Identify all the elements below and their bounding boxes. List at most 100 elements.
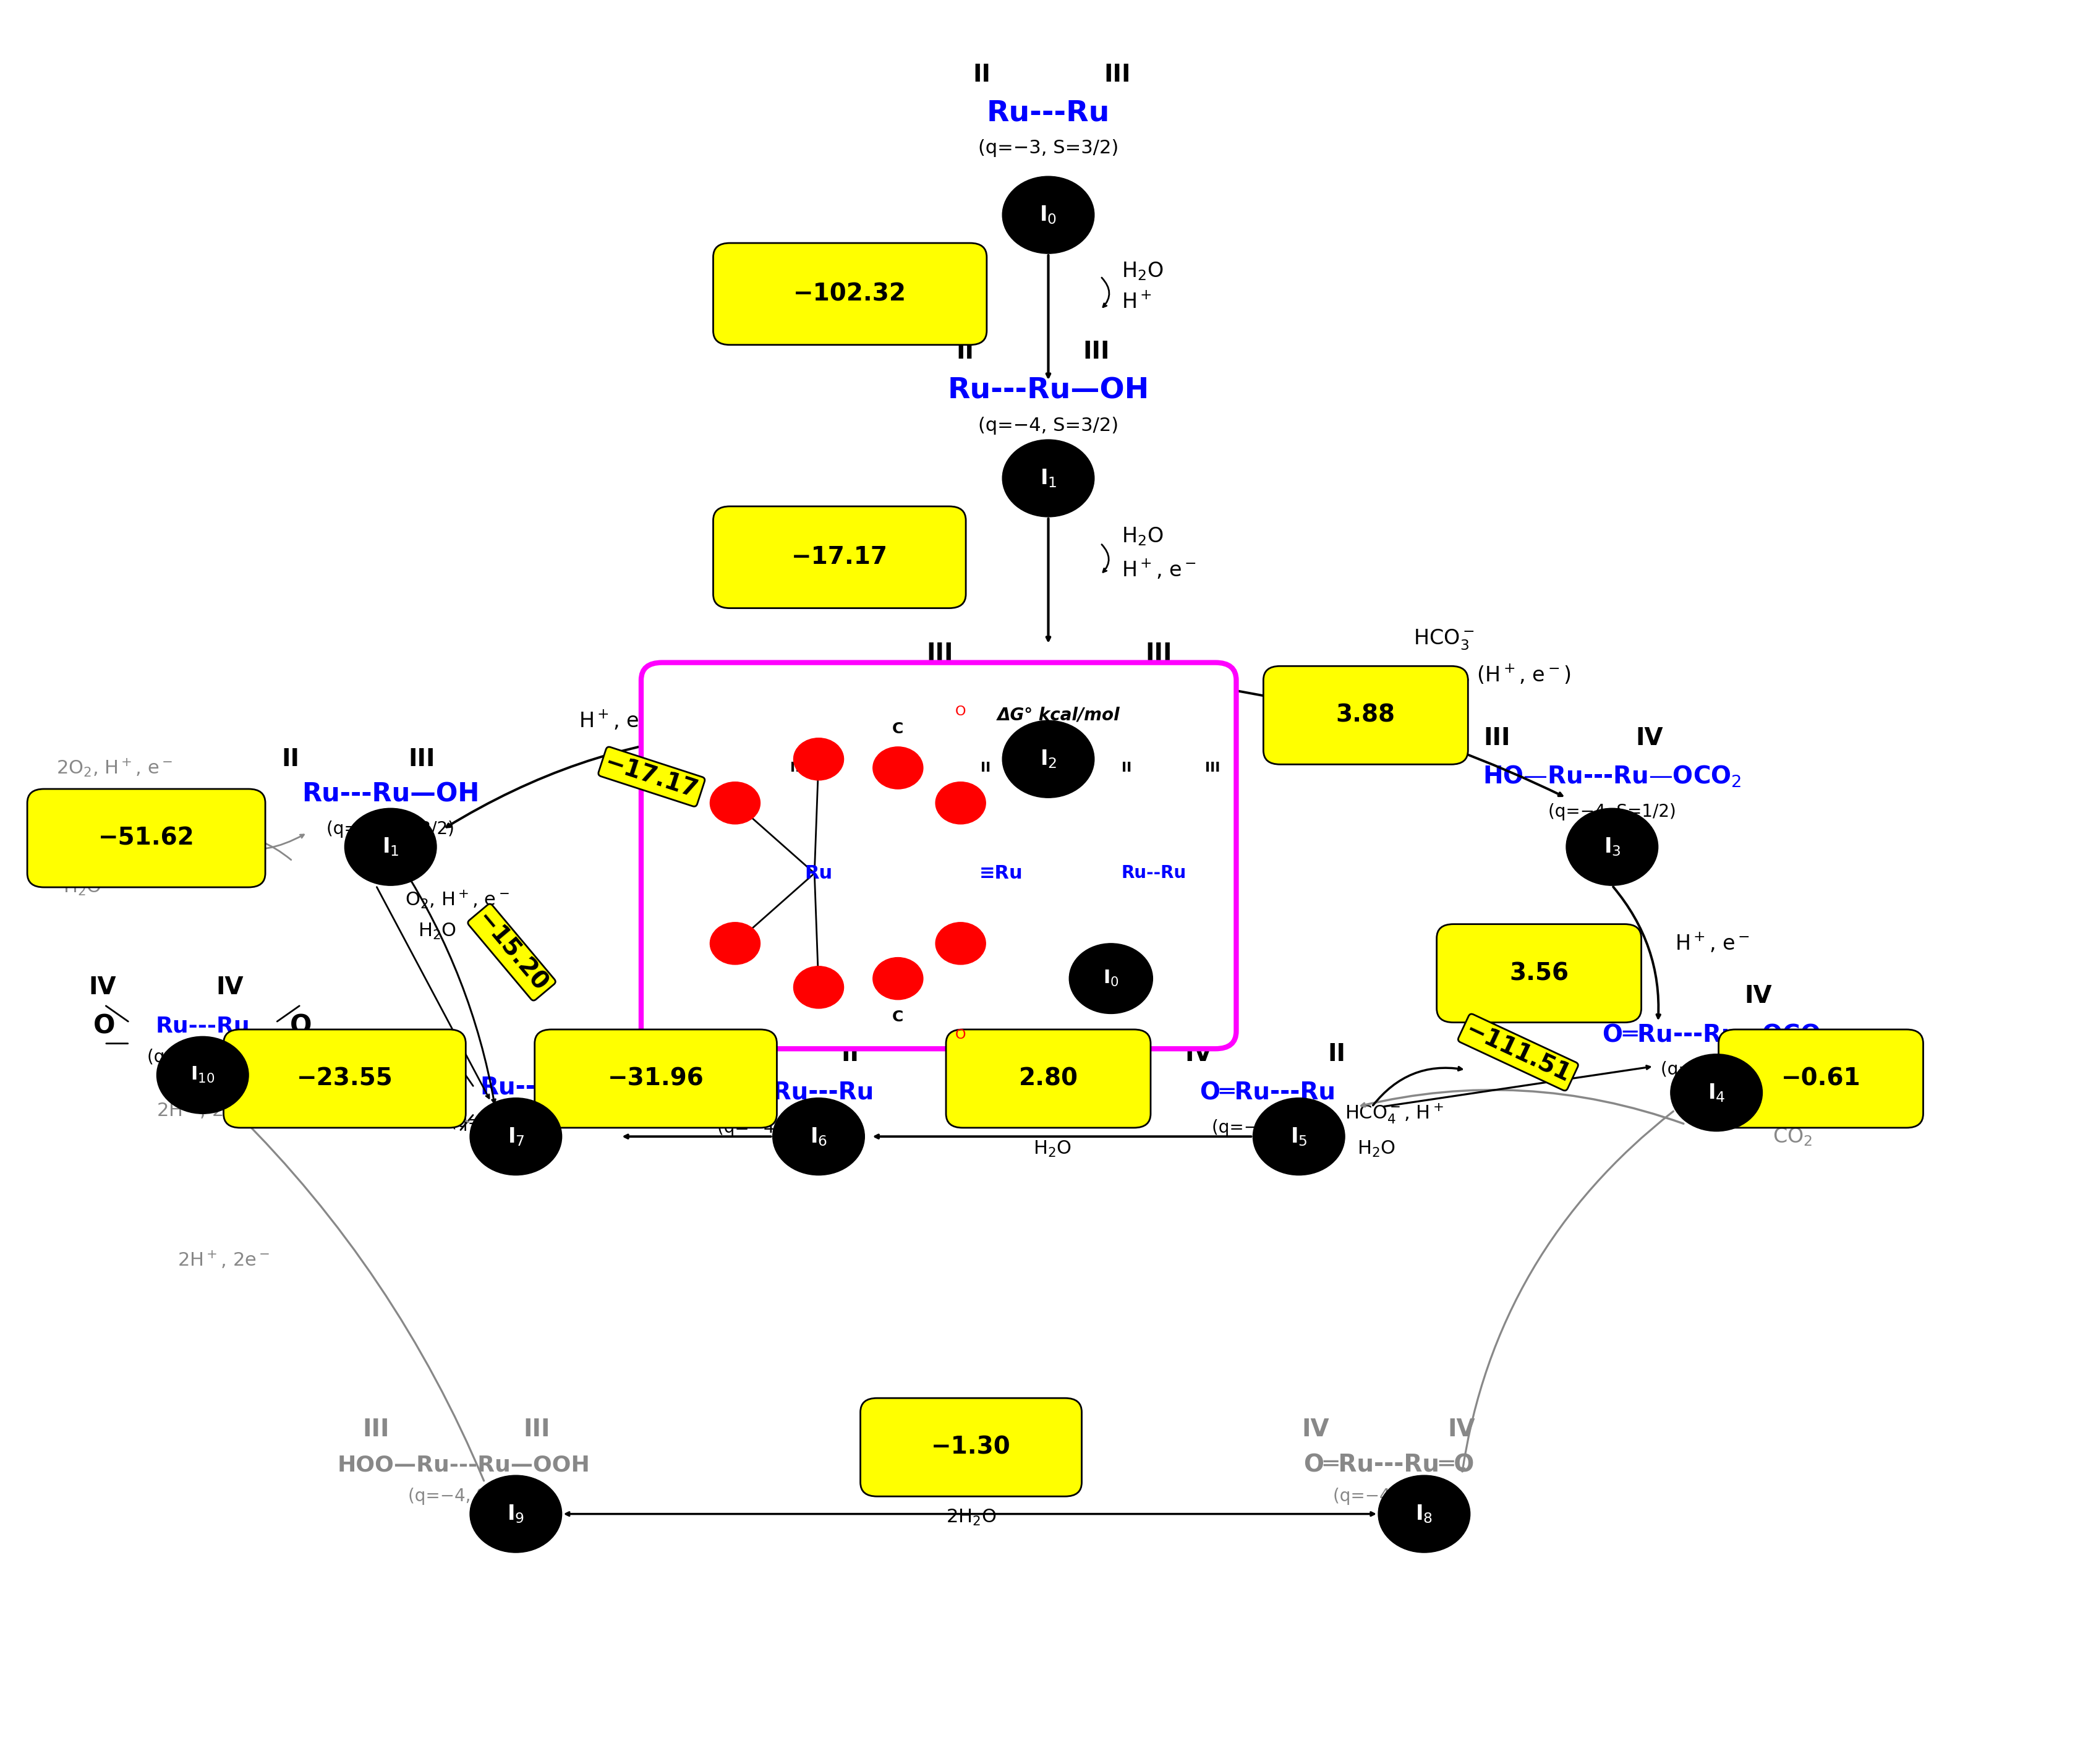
FancyBboxPatch shape	[641, 663, 1237, 1050]
Text: 3.56: 3.56	[1509, 961, 1568, 984]
Text: −31.96: −31.96	[608, 1067, 704, 1090]
Text: 2H$_2$O: 2H$_2$O	[945, 1508, 996, 1528]
Circle shape	[470, 1475, 562, 1552]
Text: H$_2$O: H$_2$O	[1033, 1140, 1071, 1159]
Text: I$_1$: I$_1$	[381, 836, 398, 857]
Text: O═Ru---Ru═O: O═Ru---Ru═O	[1304, 1454, 1473, 1476]
Text: O: O	[289, 1013, 312, 1039]
Text: IV: IV	[1184, 1043, 1211, 1065]
Circle shape	[711, 923, 761, 965]
Circle shape	[792, 737, 843, 780]
Text: I$_5$: I$_5$	[1289, 1125, 1308, 1147]
Circle shape	[1377, 1475, 1469, 1552]
Text: Ru: Ru	[805, 864, 832, 882]
Circle shape	[773, 1097, 864, 1175]
Text: I$_9$: I$_9$	[507, 1503, 524, 1524]
Text: O═Ru---Ru: O═Ru---Ru	[1199, 1081, 1335, 1104]
FancyBboxPatch shape	[1719, 1030, 1922, 1127]
Text: III: III	[363, 1418, 390, 1441]
Text: (q=−4, S=0): (q=−4, S=0)	[1333, 1487, 1444, 1505]
FancyBboxPatch shape	[27, 789, 266, 887]
Text: O: O	[94, 1013, 115, 1039]
Text: 2O$_2$, H$^+$, e$^-$: 2O$_2$, H$^+$, e$^-$	[57, 757, 172, 778]
Circle shape	[872, 958, 922, 1000]
Text: Ru---Ru: Ru---Ru	[480, 1076, 581, 1099]
FancyBboxPatch shape	[713, 243, 987, 344]
Text: H$^+$, e$^-$: H$^+$, e$^-$	[578, 709, 654, 732]
Text: I$_4$: I$_4$	[1708, 1081, 1725, 1102]
Circle shape	[157, 1037, 249, 1113]
Text: Ru---Ru: Ru---Ru	[155, 1016, 249, 1037]
Circle shape	[935, 923, 985, 965]
Text: −17.17: −17.17	[602, 751, 700, 803]
Text: III: III	[1102, 64, 1130, 86]
Text: H$_2$O: H$_2$O	[63, 878, 101, 896]
Text: H$_2$O: H$_2$O	[1121, 261, 1163, 282]
FancyBboxPatch shape	[534, 1030, 778, 1127]
Text: III: III	[524, 1418, 549, 1441]
Circle shape	[872, 746, 922, 789]
Text: (q=−4, S=1): (q=−4, S=1)	[451, 1113, 562, 1131]
Text: H$^+$, e$^-$: H$^+$, e$^-$	[1675, 931, 1748, 954]
Text: 3.88: 3.88	[1335, 704, 1396, 727]
Text: III: III	[790, 762, 805, 774]
Text: H$_2$O: H$_2$O	[652, 663, 694, 686]
FancyBboxPatch shape	[713, 506, 966, 609]
Text: OH$^-$, (H$^+$, e$^-$): OH$^-$, (H$^+$, e$^-$)	[1413, 663, 1570, 686]
Text: IV: IV	[1603, 984, 1631, 1007]
Text: III: III	[1082, 340, 1109, 363]
Text: II: II	[281, 748, 300, 771]
Text: H$_2$O: H$_2$O	[1121, 526, 1163, 547]
Text: I$_{10}$: I$_{10}$	[191, 1065, 214, 1085]
Text: −111.51: −111.51	[1461, 1018, 1574, 1087]
Text: IV: IV	[1635, 727, 1662, 750]
Text: HOO—Ru---Ru—OOH: HOO—Ru---Ru—OOH	[337, 1454, 589, 1475]
Text: −0.61: −0.61	[1782, 1067, 1859, 1090]
Text: H$_2$O: H$_2$O	[1356, 1140, 1396, 1159]
Text: III: III	[1205, 762, 1220, 774]
Text: Ru---Ru—OH: Ru---Ru—OH	[302, 781, 480, 808]
Text: I$_0$: I$_0$	[1102, 968, 1119, 988]
Text: I$_7$: I$_7$	[507, 1125, 524, 1147]
Text: IV: IV	[1744, 984, 1771, 1007]
FancyBboxPatch shape	[859, 1399, 1082, 1496]
Text: III: III	[696, 1043, 723, 1065]
Text: H$^+$: H$^+$	[1121, 293, 1151, 312]
Text: (q=−4, S=0): (q=−4, S=0)	[1660, 1062, 1771, 1078]
Text: IV: IV	[1448, 1418, 1476, 1441]
Text: −23.55: −23.55	[296, 1067, 392, 1090]
Text: −102.32: −102.32	[792, 282, 905, 305]
Circle shape	[711, 781, 761, 824]
Text: HCO$_3^-$: HCO$_3^-$	[1413, 628, 1473, 651]
Text: II: II	[981, 762, 991, 774]
Circle shape	[1566, 808, 1658, 886]
Text: II: II	[840, 1043, 859, 1065]
Text: I$_1$: I$_1$	[1040, 467, 1056, 489]
FancyBboxPatch shape	[1436, 924, 1641, 1023]
Circle shape	[935, 781, 985, 824]
Text: 2H$^+$: 2H$^+$	[952, 1478, 991, 1496]
Text: −17.17: −17.17	[790, 545, 887, 570]
Text: −1.30: −1.30	[931, 1436, 1010, 1459]
Text: Ru--Ru: Ru--Ru	[1121, 864, 1186, 882]
Text: H$^+$, e$^-$: H$^+$, e$^-$	[616, 1108, 685, 1127]
Text: IV: IV	[1302, 1418, 1329, 1441]
Text: 2.80: 2.80	[1019, 1067, 1077, 1090]
Text: Ru---Ru: Ru---Ru	[987, 99, 1109, 127]
Text: C: C	[893, 1009, 903, 1025]
Text: Ru---Ru—OH: Ru---Ru—OH	[947, 376, 1149, 404]
Text: IV: IV	[425, 1035, 453, 1058]
FancyBboxPatch shape	[945, 1030, 1151, 1127]
Text: (q=−4, S=1): (q=−4, S=1)	[1211, 1118, 1323, 1136]
FancyBboxPatch shape	[1264, 667, 1467, 764]
Text: I$_0$: I$_0$	[1040, 205, 1056, 226]
Text: H$^+$, e$^-$: H$^+$, e$^-$	[1014, 1106, 1082, 1125]
Text: I$_3$: I$_3$	[1603, 836, 1620, 857]
Text: ΔG° kcal/mol: ΔG° kcal/mol	[998, 707, 1119, 723]
Text: 2H$^+$, 2e$^-$: 2H$^+$, 2e$^-$	[178, 1249, 270, 1270]
Text: HOO—Ru---Ru: HOO—Ru---Ru	[687, 1081, 874, 1104]
Text: II: II	[956, 340, 973, 363]
Text: IV: IV	[216, 975, 243, 998]
Text: ≡Ru: ≡Ru	[979, 864, 1023, 882]
Text: O: O	[956, 706, 966, 718]
